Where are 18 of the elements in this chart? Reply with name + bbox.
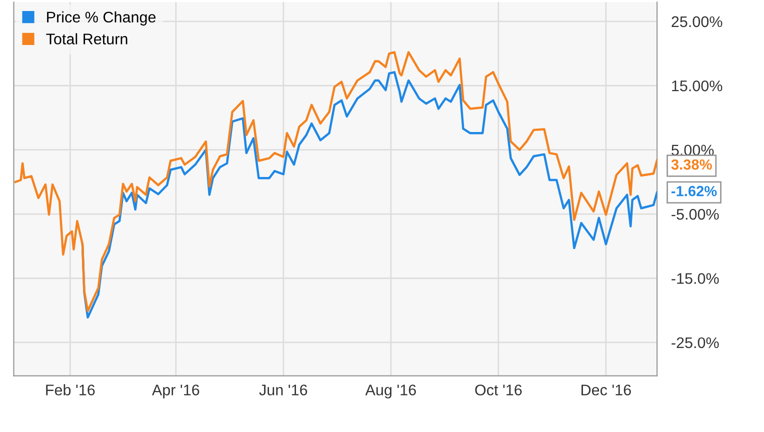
y-tick-label: 5.00% [672, 144, 714, 156]
x-tick-label: Feb '16 [46, 384, 95, 396]
y-tick-label: -5.00% [672, 208, 719, 220]
legend-label: Total Return [46, 33, 128, 44]
x-tick-label: Apr '16 [152, 384, 200, 398]
x-tick-label: Oct '16 [475, 384, 522, 396]
line-series [81, 71, 658, 319]
x-tick-label: Jun '16 [259, 384, 308, 396]
y-tick-label: 15.00% [672, 80, 722, 92]
legend-label: Price % Change [47, 11, 156, 26]
x-tick-label: Dec '16 [582, 384, 631, 396]
x-tick-label: Aug '16 [365, 384, 416, 398]
y-tick-label: 25.00% [672, 16, 722, 28]
annotation: 3.38% [671, 159, 712, 170]
line-series [14, 51, 658, 312]
y-tick-label: -15.0% [672, 273, 719, 284]
y-tick-label: -25.0% [672, 337, 719, 348]
annotation: -1.62% [672, 186, 717, 196]
